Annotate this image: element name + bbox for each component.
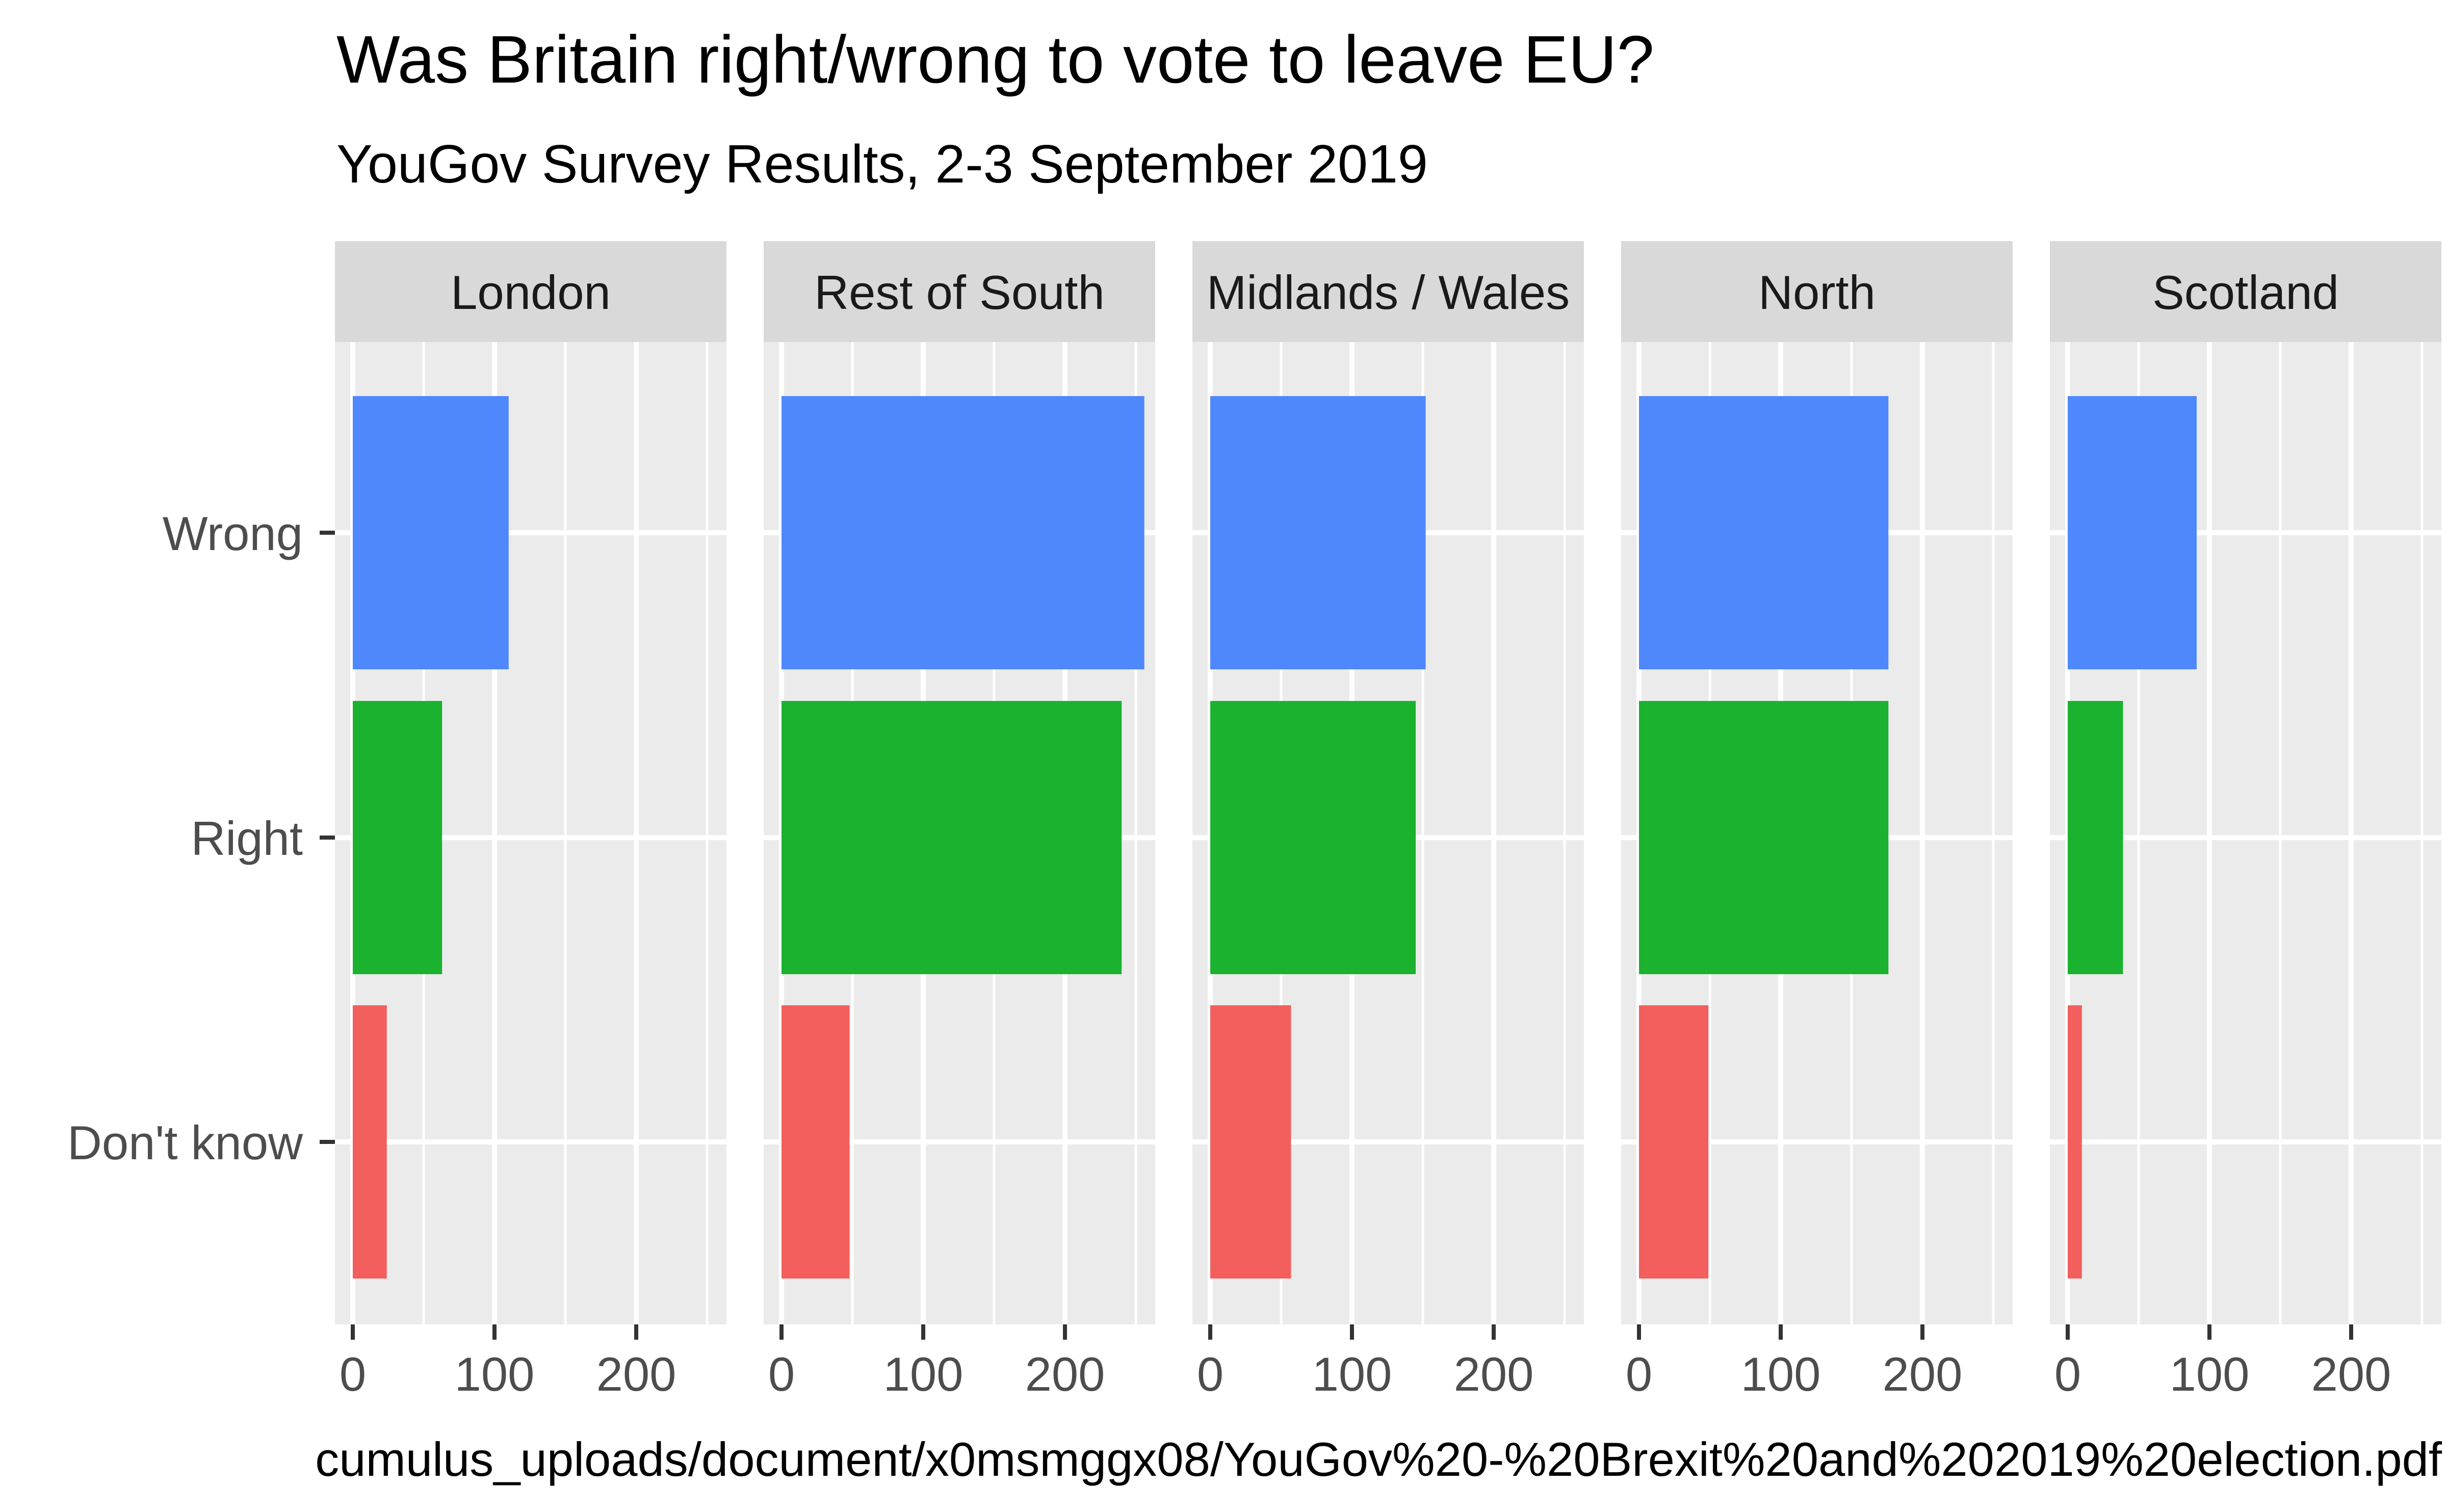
x-tick-label: 0 xyxy=(768,1347,795,1401)
facet-strip xyxy=(1621,241,2013,342)
facet-panel: Rest of South 0 100 200 xyxy=(764,241,1155,1401)
bar xyxy=(2068,396,2197,669)
chart-subtitle: YouGov Survey Results, 2-3 September 201… xyxy=(336,134,1428,194)
x-tick-label: 0 xyxy=(1197,1347,1224,1401)
x-tick-label: 0 xyxy=(340,1347,366,1401)
x-tick-label: 200 xyxy=(1025,1347,1105,1401)
x-tick-label: 200 xyxy=(1454,1347,1534,1401)
facet-panel: Midlands / Wales 0 100 200 xyxy=(1192,241,1584,1401)
bar xyxy=(1639,1005,1709,1279)
x-tick-label: 100 xyxy=(1312,1347,1392,1401)
x-tick-label: 200 xyxy=(596,1347,676,1401)
x-tick-label: 100 xyxy=(455,1347,535,1401)
bar xyxy=(1210,396,1426,669)
facet-panel: Scotland 0 100 200 xyxy=(2050,241,2441,1401)
x-tick-label: 0 xyxy=(1626,1347,1652,1401)
facet-strip xyxy=(764,241,1155,342)
chart-title: Was Britain right/wrong to vote to leave… xyxy=(336,22,1654,97)
x-tick-label: 200 xyxy=(1883,1347,1963,1401)
bar xyxy=(353,1005,387,1279)
bar xyxy=(2068,701,2123,974)
y-tick-label: Wrong xyxy=(163,507,303,560)
bar xyxy=(1210,1005,1291,1279)
facet-strip xyxy=(1192,241,1584,342)
x-tick-label: 100 xyxy=(883,1347,964,1401)
bar xyxy=(1210,701,1416,974)
bar xyxy=(2068,1005,2082,1279)
y-tick-label: Don't know xyxy=(67,1116,303,1169)
facet-strip xyxy=(335,241,726,342)
facet-strip-label: North xyxy=(1758,266,1876,319)
facet-panel: London 0 100 200 xyxy=(335,241,726,1401)
facet-strip-label: Scotland xyxy=(2152,266,2339,319)
x-tick-label: 200 xyxy=(2311,1347,2391,1401)
x-tick-label: 0 xyxy=(2054,1347,2081,1401)
bar xyxy=(782,1005,850,1279)
facet-strip-label: Rest of South xyxy=(814,266,1105,319)
bar xyxy=(353,396,509,669)
facet-strip-label: London xyxy=(451,266,611,319)
y-tick-label: Right xyxy=(191,812,303,865)
facet-strip-label: Midlands / Wales xyxy=(1207,266,1570,319)
facet-panel: North 0 100 200 xyxy=(1621,241,2013,1401)
bar xyxy=(1639,701,1889,974)
x-tick-label: 100 xyxy=(1741,1347,1821,1401)
x-tick-label: 100 xyxy=(2170,1347,2250,1401)
bar xyxy=(782,701,1122,974)
facet-strip xyxy=(2050,241,2441,342)
chart-caption: cumulus_uploads/document/x0msmggx08/YouG… xyxy=(315,1432,2442,1486)
bar xyxy=(353,701,442,974)
bar xyxy=(782,396,1144,669)
y-axis: Wrong Right Don't know xyxy=(67,507,335,1169)
bar xyxy=(1639,396,1889,669)
